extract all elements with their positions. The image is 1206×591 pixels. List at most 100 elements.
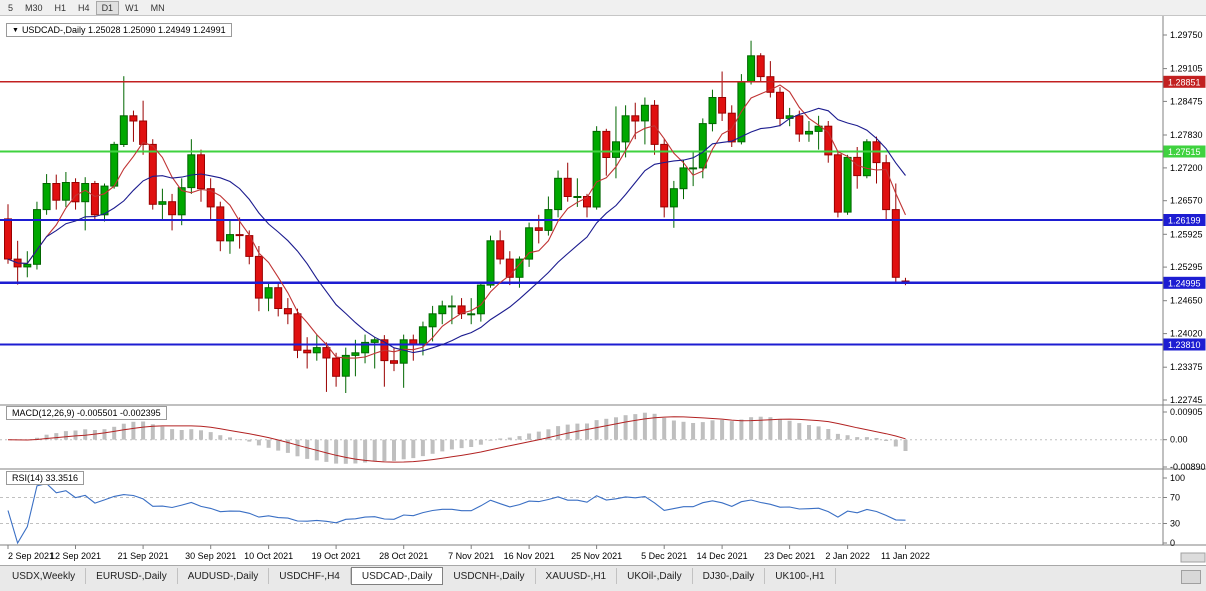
level-price-tag-box [1163,338,1206,351]
level-price-tag-box [1163,145,1206,158]
level-price-tag: 1.26199 [1168,216,1201,226]
candle-body [467,313,476,316]
candle-body [621,115,630,143]
level-price-tag: 1.24995 [1168,278,1201,288]
timeframe-button-d1[interactable]: D1 [95,0,120,15]
tab-ukoil-daily[interactable]: UKOil-,Daily [617,568,693,584]
candle-body [119,115,128,146]
ma-line-fast [7,84,907,359]
price-axis-label: 1.25295 [1170,262,1203,272]
macd-signal-line [7,416,906,463]
date-axis-label: 2 Jan 2022 [825,551,870,561]
price-axis-label: 1.24020 [1170,329,1203,339]
level-price-tag: 1.27515 [1168,147,1201,157]
candle-body [679,167,688,190]
date-axis-label: 16 Nov 2021 [504,551,555,561]
date-axis-label: 28 Oct 2021 [379,551,428,561]
price-axis-label: 1.25925 [1170,229,1203,239]
tab-usdchf-h4[interactable]: USDCHF-,H4 [269,568,351,584]
price-axis-label: 1.29105 [1170,64,1203,74]
candle-body [351,352,360,356]
candle-body [756,55,765,78]
chart-canvas[interactable]: 1.29750 1.29105 1.28475 1.27830 1.27200 1.265… [0,16,1206,565]
level-price-tag: 1.28851 [1168,77,1201,87]
candle-body [158,201,167,205]
candle-body [747,55,756,83]
candle-body [862,141,871,177]
candle-body [563,177,572,198]
candle-body [525,227,534,260]
timeframe-button-h4[interactable]: H4 [78,2,90,13]
candle-body [805,130,813,135]
tab-audusd-daily[interactable]: AUDUSD-,Daily [178,568,270,584]
date-axis-label: 2 Sep 2021 [8,551,54,561]
candle-body [187,154,196,189]
candle-body [882,162,891,211]
candle-body [698,123,707,169]
candle-body [129,115,138,122]
candle-body [486,240,495,286]
date-axis-label: 25 Nov 2021 [571,551,622,561]
symbol-dropdown-icon[interactable]: ▼ [12,27,19,34]
chart-area[interactable]: 1.29750 1.29105 1.28475 1.27830 1.27200 1.265… [0,16,1206,565]
tab-dj30-daily[interactable]: DJ30-,Daily [693,568,766,584]
candle-body [795,115,804,135]
tab-eurusd-daily[interactable]: EURUSD-,Daily [86,568,178,584]
candle-body [631,115,640,122]
timeframe-button-5[interactable]: 5 [8,2,14,13]
candle-body [254,255,263,299]
candle-body [4,218,12,260]
tab-usdcad-daily[interactable]: USDCAD-,Daily [350,567,444,585]
rsi-axis-label: 100 [1170,473,1185,483]
timeframe-button-h1[interactable]: H1 [54,2,67,13]
timeframe-button-w1[interactable]: W1 [125,2,139,13]
candle-body [891,209,900,278]
chart-h-scrollbar-thumb[interactable] [1180,552,1206,563]
level-price-tag: 1.23810 [1168,340,1201,350]
candle-body [90,183,99,216]
candle-body [139,120,148,145]
candle-body [496,240,505,260]
candle-body [447,305,456,308]
candle-body [776,91,784,119]
candle-body [361,341,370,354]
candle-body [177,187,186,216]
candle-body [602,130,611,159]
candle-body [534,227,543,231]
tab-uk100-h1[interactable]: UK100-,H1 [765,568,836,584]
candle-body [554,177,563,211]
macd-axis-label: 0.00905 [1170,407,1203,417]
tab-xauusd-h1[interactable]: XAUUSD-,H1 [536,568,618,584]
candle-body [303,349,312,354]
candle-body [322,347,331,359]
candle-body [689,167,698,170]
candle-body [264,287,273,299]
candle-body [312,347,321,354]
date-axis-label: 10 Oct 2021 [244,551,293,561]
candle-body [660,143,669,208]
candle-body [226,234,234,242]
level-price-tag-box [1163,75,1206,88]
rsi-line [7,482,906,545]
tab-usdx-weekly[interactable]: USDX,Weekly [2,568,87,584]
price-axis-label: 1.27200 [1170,163,1203,173]
tab-scrollbar[interactable] [1181,570,1201,584]
price-axis-label: 1.29750 [1170,30,1203,40]
price-axis-label: 1.24650 [1170,296,1203,306]
timeframe-button-mn[interactable]: MN [150,2,165,13]
candle-body [843,156,852,213]
candle-body [708,97,717,125]
candle-body [148,143,157,205]
candle-body [61,182,70,201]
candle-body [583,196,591,208]
tab-usdcnh-daily[interactable]: USDCNH-,Daily [443,568,536,584]
chart-title-box: ▼ USDCAD-,Daily 1.25028 1.25090 1.24949 1… [6,23,232,37]
candle-body [833,154,842,213]
candle-body [71,182,80,203]
candle-body [612,141,620,158]
candle-body [573,196,582,198]
date-axis-label: 21 Sep 2021 [118,551,169,561]
ma-line-slow [7,107,906,354]
timeframe-button-m30[interactable]: M30 [25,2,43,13]
candle-body [718,97,727,114]
